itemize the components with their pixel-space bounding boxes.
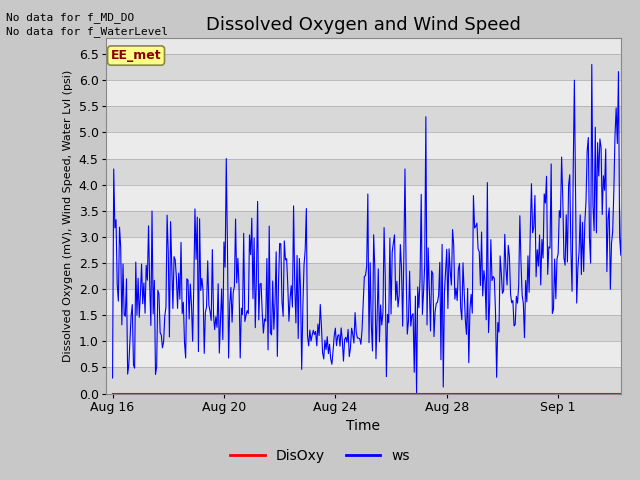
Text: No data for f_MD_DO: No data for f_MD_DO bbox=[6, 12, 134, 23]
Bar bbox=[106, 237, 621, 263]
Text: EE_met: EE_met bbox=[111, 49, 161, 62]
Bar bbox=[106, 158, 621, 185]
Text: No data for f_WaterLevel: No data for f_WaterLevel bbox=[6, 26, 168, 37]
Bar bbox=[106, 106, 621, 132]
Title: Dissolved Oxygen and Wind Speed: Dissolved Oxygen and Wind Speed bbox=[206, 16, 520, 34]
Bar bbox=[106, 289, 621, 315]
Bar bbox=[106, 263, 621, 289]
Bar bbox=[106, 54, 621, 80]
X-axis label: Time: Time bbox=[346, 419, 380, 433]
Bar bbox=[106, 211, 621, 237]
Bar bbox=[106, 132, 621, 158]
Y-axis label: Dissolved Oxygen (mV), Wind Speed, Water Lvl (psi): Dissolved Oxygen (mV), Wind Speed, Water… bbox=[63, 70, 73, 362]
Bar bbox=[106, 80, 621, 106]
Bar bbox=[106, 315, 621, 341]
Legend: DisOxy, ws: DisOxy, ws bbox=[225, 443, 415, 468]
Bar bbox=[106, 341, 621, 368]
Bar bbox=[106, 368, 621, 394]
Bar bbox=[106, 185, 621, 211]
